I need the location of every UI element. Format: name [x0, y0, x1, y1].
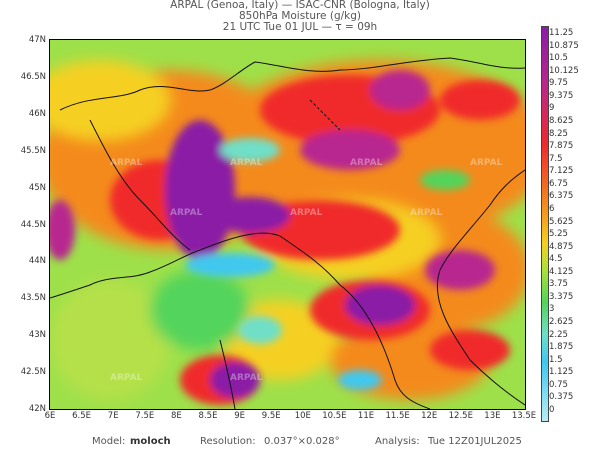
colorbar-tick-label: 10.125	[549, 65, 579, 76]
latitude-tick-label: 43.5N	[20, 293, 46, 304]
colorbar-tick-label: 4.125	[549, 266, 574, 277]
longitude-tick-label: 9.5E	[261, 411, 281, 421]
colorbar-tick-label: 10.5	[549, 53, 568, 64]
longitude-tick-label: 11E	[357, 411, 375, 421]
latitude-tick-label: 47N	[28, 35, 46, 45]
latitude-tick-label: 42N	[28, 404, 46, 414]
footer-analysis-label: Analysis:	[375, 436, 420, 447]
colorbar	[541, 26, 549, 422]
watermark-text: ARPAL	[470, 158, 503, 168]
moisture-field: ARPAL ARPAL ARPAL ARPAL ARPAL ARPAL ARPAL ARPAL…	[50, 40, 525, 409]
colorbar-tick-label: 1.5	[549, 354, 563, 365]
colorbar-tick-label: 6	[549, 203, 555, 214]
footer-analysis-value: Tue 12Z01JUL2025	[428, 436, 522, 447]
longitude-tick-label: 10.5E	[322, 411, 347, 421]
longitude-tick-label: 12.5E	[448, 411, 473, 421]
colorbar-tick-label: 0.75	[549, 379, 568, 390]
latitude-tick-label: 46N	[28, 108, 46, 119]
longitude-tick-label: 7E	[107, 411, 119, 421]
watermark-text: ARPAL	[290, 208, 323, 218]
latitude-tick-label: 44N	[28, 256, 46, 267]
watermark-text: ARPAL	[230, 158, 263, 168]
colorbar-tick-label: 5.25	[549, 229, 568, 240]
longitude-tick-label: 8.5E	[198, 411, 218, 421]
colorbar-tick-label: 6.375	[549, 191, 574, 202]
longitude-tick-label: 13.5E	[511, 411, 537, 421]
colorbar-tick-label: 11.25	[549, 28, 574, 38]
latitude-tick-label: 42.5N	[20, 367, 46, 378]
header-line-2: 850hPa Moisture (g/kg)	[239, 10, 361, 22]
colorbar-tick-label: 8.25	[549, 128, 568, 139]
latitude-tick-label: 45N	[28, 182, 46, 193]
colorbar-tick-label: 6.75	[549, 178, 568, 189]
colorbar-tick-label: 3	[549, 304, 555, 315]
colorbar-tick-label: 2.625	[549, 317, 574, 328]
longitude-tick-label: 12E	[421, 411, 438, 421]
longitude-tick-label: 6.5E	[72, 411, 92, 421]
longitude-tick-label: 8E	[171, 411, 182, 421]
latitude-tick-label: 45.5N	[20, 145, 46, 156]
watermark-text: ARPAL	[110, 373, 143, 383]
longitude-tick-label: 7.5E	[135, 411, 155, 421]
footer-model-label: Model:	[92, 436, 126, 447]
longitude-tick-label: 9E	[234, 411, 245, 421]
latitude-tick-label: 44.5N	[20, 219, 46, 230]
footer-resolution-label: Resolution:	[200, 436, 256, 447]
watermark-text: ARPAL	[410, 208, 443, 218]
colorbar-tick-label: 8.625	[549, 115, 574, 126]
colorbar-tick-label: 4.5	[549, 254, 563, 265]
colorbar-tick-label: 9	[549, 103, 555, 114]
colorbar-tick-label: 3.75	[549, 279, 568, 290]
longitude-tick-label: 13E	[484, 411, 501, 421]
colorbar-tick-label: 7.875	[549, 141, 574, 152]
watermark-text: ARPAL	[170, 208, 203, 218]
colorbar-tick-label: 7.5	[549, 153, 563, 164]
colorbar-tick-label: 0.375	[549, 392, 574, 403]
colorbar-tick-label: 1.875	[549, 342, 574, 353]
footer-resolution-value: 0.037°×0.028°	[264, 436, 340, 447]
colorbar-tick-label: 0	[549, 405, 555, 415]
header-line-1: ARPAL (Genoa, Italy) — ISAC-CNR (Bologna…	[170, 0, 430, 11]
header-line-3: 21 UTC Tue 01 JUL — τ = 09h	[222, 21, 378, 33]
watermark-text: ARPAL	[350, 158, 383, 168]
longitude-tick-label: 11.5E	[385, 411, 410, 421]
colorbar-tick-label: 5.625	[549, 216, 574, 227]
watermark-text: ARPAL	[230, 373, 263, 383]
colorbar-tick-label: 1.125	[549, 367, 574, 378]
colorbar-tick-label: 3.375	[549, 291, 574, 302]
longitude-tick-label: 10E	[294, 411, 311, 421]
footer-model-value: moloch	[130, 436, 171, 447]
colorbar-tick-label: 7.125	[549, 166, 574, 177]
colorbar-tick-label: 9.75	[549, 78, 568, 89]
latitude-tick-label: 46.5N	[20, 71, 46, 82]
longitude-tick-label: 6E	[44, 411, 56, 421]
colorbar-tick-label: 10.875	[549, 40, 579, 51]
watermark-text: ARPAL	[110, 158, 143, 168]
footer: Model: moloch Resolution: 0.037°×0.028° …	[0, 436, 600, 450]
colorbar-tick-label: 2.25	[549, 329, 568, 340]
latitude-tick-label: 43N	[28, 330, 46, 341]
colorbar-tick-label: 9.375	[549, 90, 574, 101]
moisture-map[interactable]: ARPAL ARPAL ARPAL ARPAL ARPAL ARPAL ARPAL ARPAL…	[49, 39, 526, 410]
colorbar-tick-label: 4.875	[549, 241, 574, 252]
